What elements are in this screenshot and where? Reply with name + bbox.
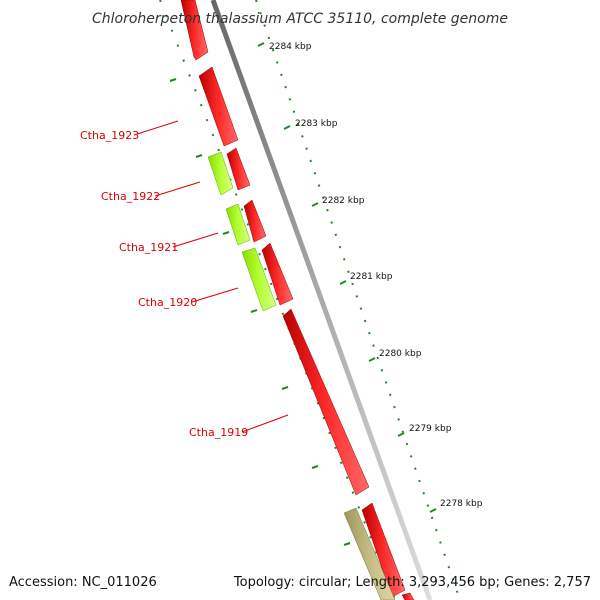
scale-label: 2284 kbp <box>269 42 312 52</box>
scale-label: 2281 kbp <box>350 272 393 282</box>
scale-label: 2282 kbp <box>322 196 365 206</box>
leader-line <box>154 181 201 197</box>
outer-tick <box>281 386 289 390</box>
other-genes <box>343 507 396 600</box>
major-tick <box>311 202 319 207</box>
leader-line <box>191 287 239 303</box>
gene-arrow[interactable] <box>361 502 406 598</box>
major-tick <box>283 125 291 130</box>
gene-arrow[interactable] <box>207 151 234 196</box>
gene-label[interactable]: Ctha_1920 <box>138 296 197 309</box>
map-title: Chloroherpeton thalassium ATCC 35110, co… <box>92 11 508 27</box>
gene-arrow[interactable] <box>198 66 239 147</box>
scale-label: 2278 kbp <box>440 499 483 509</box>
reverse-genes <box>207 151 277 312</box>
major-tick <box>397 432 405 437</box>
gene-arrow[interactable] <box>180 0 209 61</box>
outer-tick <box>222 231 230 235</box>
scale-major-ticks <box>257 42 437 513</box>
leader-line <box>133 120 179 136</box>
forward-genes <box>180 0 415 600</box>
leader-line <box>241 414 289 433</box>
scale-label: 2279 kbp <box>409 424 452 434</box>
gene-arrow[interactable] <box>401 592 415 600</box>
outer-tick <box>343 542 351 546</box>
outer-tick <box>250 309 258 313</box>
outer-major-ticks <box>169 78 351 546</box>
scale-label: 2280 kbp <box>379 349 422 359</box>
outer-tick <box>169 78 177 82</box>
gene-label[interactable]: Ctha_1923 <box>80 129 139 142</box>
major-tick <box>339 280 347 285</box>
leader-line <box>172 232 219 248</box>
gene-arrow[interactable] <box>225 203 251 246</box>
gene-label[interactable]: Ctha_1919 <box>189 426 248 439</box>
gene-labels: Ctha_1923 Ctha_1922 Ctha_1921 Ctha_1920 … <box>80 129 248 439</box>
gene-label-lines <box>133 120 289 433</box>
topology-text: Topology: circular; Length: 3,293,456 bp… <box>233 575 591 590</box>
gene-arrow[interactable] <box>261 242 294 306</box>
gene-label[interactable]: Ctha_1921 <box>119 241 178 254</box>
gene-arrow[interactable] <box>241 247 277 312</box>
genome-backbone <box>210 0 433 600</box>
gene-arrow[interactable] <box>282 308 370 496</box>
outer-tick <box>195 154 203 158</box>
major-tick <box>429 508 437 513</box>
gene-arrow[interactable] <box>243 199 267 243</box>
scale-label: 2283 kbp <box>295 119 338 129</box>
scale-labels: 2284 kbp 2283 kbp 2282 kbp 2281 kbp 2280… <box>269 42 483 509</box>
scale-tick-track <box>255 0 461 600</box>
gene-label[interactable]: Ctha_1922 <box>101 190 160 203</box>
major-tick <box>257 42 265 47</box>
gene-arrow[interactable] <box>343 507 396 600</box>
gene-arrow[interactable] <box>226 147 251 191</box>
accession-text: Accession: NC_011026 <box>9 575 157 590</box>
outer-tick <box>311 465 319 469</box>
major-tick <box>368 357 376 362</box>
